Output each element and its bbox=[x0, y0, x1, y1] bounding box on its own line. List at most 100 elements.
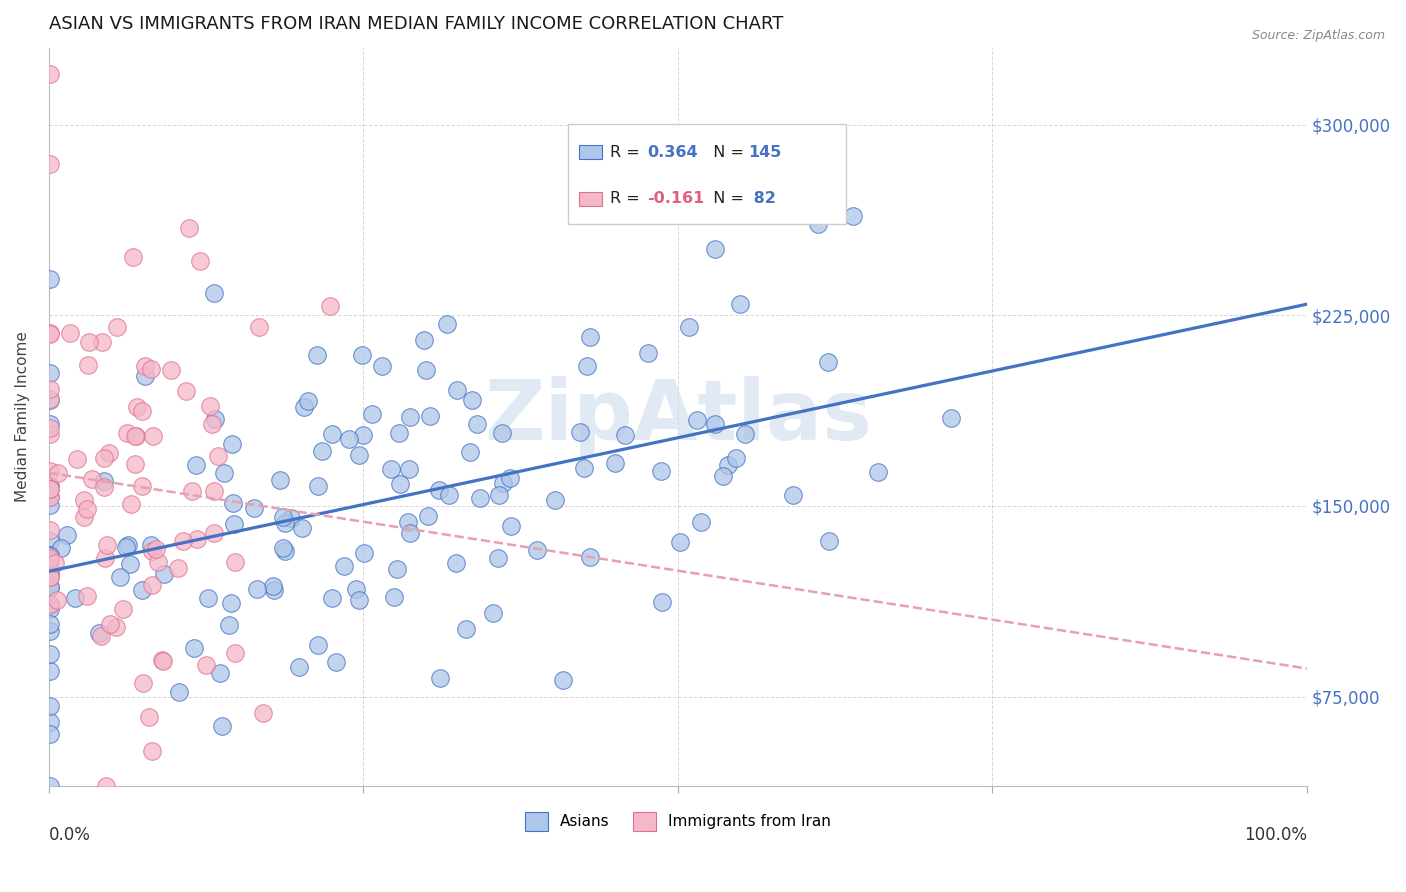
Point bbox=[492, 476, 515, 491]
Point bbox=[141, 538, 163, 552]
Point bbox=[39, 602, 62, 616]
Point bbox=[288, 660, 311, 674]
Point bbox=[108, 570, 131, 584]
Point bbox=[39, 417, 62, 432]
Point bbox=[352, 428, 374, 442]
Point bbox=[80, 472, 103, 486]
Point bbox=[817, 355, 839, 369]
Point bbox=[551, 673, 574, 687]
Point bbox=[321, 426, 343, 441]
Point bbox=[311, 444, 333, 458]
Point bbox=[361, 408, 384, 422]
Point bbox=[388, 476, 411, 491]
Point bbox=[222, 517, 245, 532]
Point bbox=[172, 533, 194, 548]
Point bbox=[76, 589, 98, 603]
Point bbox=[115, 426, 138, 441]
Point bbox=[138, 710, 160, 724]
Text: R =: R = bbox=[610, 145, 645, 160]
Point bbox=[39, 67, 62, 81]
Point bbox=[39, 569, 62, 583]
Point bbox=[39, 549, 62, 563]
Point bbox=[868, 466, 890, 480]
Point bbox=[39, 326, 62, 340]
Point bbox=[39, 568, 62, 582]
Point bbox=[297, 394, 319, 409]
Point bbox=[39, 779, 62, 793]
Point bbox=[734, 426, 756, 441]
Point bbox=[73, 492, 96, 507]
Point bbox=[132, 676, 155, 690]
Point bbox=[613, 427, 636, 442]
Point bbox=[782, 488, 804, 502]
Point bbox=[124, 428, 146, 442]
Text: 0.0%: 0.0% bbox=[49, 826, 90, 844]
Point bbox=[711, 469, 734, 483]
Point bbox=[218, 618, 240, 632]
Point bbox=[280, 511, 302, 525]
Point bbox=[468, 491, 491, 505]
Point bbox=[39, 524, 62, 538]
Point bbox=[76, 502, 98, 516]
Point bbox=[63, 591, 86, 605]
Point bbox=[122, 250, 145, 264]
Point bbox=[387, 562, 409, 576]
Point bbox=[347, 448, 370, 462]
Point bbox=[44, 556, 66, 570]
Point bbox=[141, 544, 163, 558]
Point bbox=[77, 358, 100, 372]
Point bbox=[482, 606, 505, 620]
Point bbox=[124, 457, 146, 471]
Point bbox=[39, 366, 62, 380]
Point bbox=[269, 473, 291, 487]
Point bbox=[202, 526, 225, 541]
Point bbox=[39, 426, 62, 441]
Point bbox=[98, 616, 121, 631]
Point bbox=[669, 534, 692, 549]
Point bbox=[39, 624, 62, 638]
Point bbox=[87, 626, 110, 640]
Point bbox=[291, 521, 314, 535]
Point bbox=[127, 400, 149, 414]
Point bbox=[39, 569, 62, 583]
Point bbox=[437, 488, 460, 502]
Point bbox=[488, 488, 510, 502]
Point bbox=[141, 362, 163, 376]
Point bbox=[262, 579, 284, 593]
Point bbox=[197, 591, 219, 606]
Point bbox=[398, 462, 420, 476]
Point bbox=[703, 242, 725, 256]
Point bbox=[380, 462, 402, 476]
Point bbox=[224, 555, 246, 569]
Point bbox=[686, 413, 709, 427]
Point bbox=[271, 510, 294, 524]
Point bbox=[39, 714, 62, 729]
Point bbox=[651, 595, 673, 609]
Point bbox=[202, 286, 225, 301]
Point bbox=[145, 542, 167, 557]
Point bbox=[579, 329, 602, 343]
Point bbox=[112, 601, 135, 615]
Point bbox=[198, 399, 221, 413]
Point bbox=[98, 446, 121, 460]
Point bbox=[382, 590, 405, 604]
Point bbox=[141, 578, 163, 592]
Point bbox=[429, 671, 451, 685]
Point bbox=[179, 220, 201, 235]
Point bbox=[307, 478, 329, 492]
Point bbox=[353, 546, 375, 560]
Point bbox=[91, 334, 114, 349]
Point bbox=[188, 254, 211, 268]
Point bbox=[39, 664, 62, 678]
Point bbox=[246, 582, 269, 596]
Point bbox=[39, 580, 62, 594]
Point bbox=[499, 470, 522, 484]
Point bbox=[568, 425, 591, 439]
Point bbox=[39, 548, 62, 562]
Text: 145: 145 bbox=[748, 145, 782, 160]
Point bbox=[46, 466, 69, 480]
Point bbox=[499, 519, 522, 533]
Point bbox=[807, 217, 830, 231]
Point bbox=[637, 346, 659, 360]
Point bbox=[274, 516, 297, 531]
